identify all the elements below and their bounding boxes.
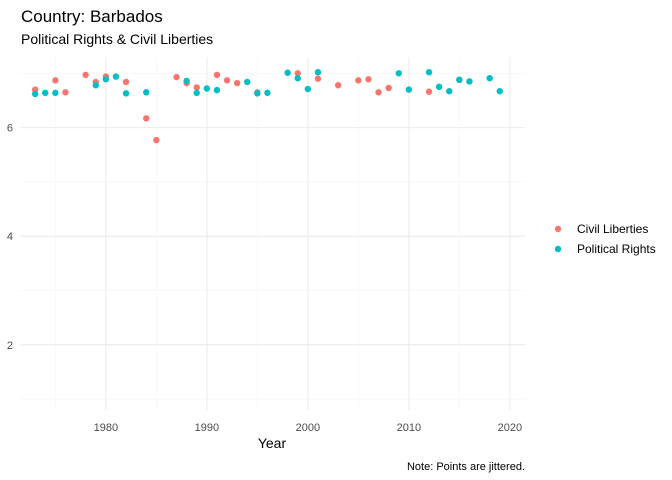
- civil-liberties-point: [62, 89, 69, 96]
- political-rights-point: [42, 89, 49, 97]
- political-rights-point: [294, 74, 301, 82]
- civil-liberties-point: [334, 82, 342, 89]
- civil-liberties-point: [143, 115, 150, 122]
- political-rights-point: [183, 77, 190, 85]
- civil-liberties-point: [233, 79, 241, 87]
- legend: Civil Liberties Political Rights: [554, 222, 656, 256]
- civil-liberties-point: [122, 78, 130, 86]
- grid: [20, 57, 525, 410]
- civil-liberties-point: [355, 77, 362, 84]
- political-rights-point: [395, 70, 402, 77]
- civil-liberties-point: [153, 136, 160, 144]
- civil-liberties-point: [223, 77, 231, 84]
- y-tick-label: 6: [7, 123, 13, 135]
- political-rights-point: [496, 88, 503, 95]
- chart-title: Country: Barbados: [21, 7, 163, 26]
- civil-liberties-point: [213, 71, 221, 79]
- civil-liberties-point: [193, 84, 200, 91]
- civil-liberties-point: [375, 89, 382, 96]
- civil-liberties-point: [365, 76, 372, 83]
- x-tick-label: 2010: [397, 422, 421, 434]
- x-tick-label: 2000: [296, 422, 320, 434]
- political-rights-point: [456, 76, 463, 84]
- political-rights-point: [112, 73, 120, 80]
- legend-label-political-rights: Political Rights: [577, 242, 656, 256]
- political-rights-point: [92, 82, 99, 89]
- civil-liberties-point: [52, 77, 59, 84]
- political-rights-point: [31, 90, 39, 98]
- chart-subtitle: Political Rights & Civil Liberties: [21, 31, 213, 47]
- y-axis-ticks: 2 4 6: [7, 123, 13, 352]
- political-rights-point: [143, 89, 150, 96]
- political-rights-point: [244, 78, 251, 86]
- y-tick-label: 2: [7, 340, 13, 352]
- civil-liberties-point: [385, 84, 392, 92]
- plot-panel: [20, 57, 525, 410]
- legend-key-civil-liberties: [554, 225, 562, 233]
- political-rights-point: [284, 69, 291, 76]
- x-tick-label: 1990: [195, 422, 219, 434]
- civil-liberties-point: [314, 75, 322, 82]
- political-rights-point: [314, 69, 322, 76]
- political-rights-point: [425, 69, 433, 76]
- x-axis-ticks: 1980 1990 2000 2010 2020: [94, 422, 522, 434]
- civil-liberties-point: [425, 88, 433, 95]
- y-tick-label: 4: [7, 231, 13, 243]
- x-tick-label: 1980: [94, 422, 118, 434]
- political-rights-point: [203, 85, 211, 92]
- political-rights-point: [446, 88, 453, 95]
- political-rights-point: [122, 90, 130, 97]
- civil-liberties-point: [173, 73, 180, 81]
- legend-key-political-rights: [554, 245, 562, 253]
- civil-liberties-point: [294, 70, 301, 77]
- political-rights-point: [405, 86, 413, 93]
- political-rights-point: [254, 90, 261, 97]
- legend-label-civil-liberties: Civil Liberties: [577, 222, 648, 236]
- political-rights-point: [52, 89, 59, 97]
- civil-liberties-point: [82, 71, 89, 79]
- political-rights-point: [213, 86, 221, 94]
- chart-caption: Note: Points are jittered.: [407, 461, 525, 473]
- political-rights-point: [193, 89, 200, 97]
- x-axis-title: Year: [258, 435, 287, 451]
- political-rights-point: [102, 76, 110, 83]
- x-tick-label: 2020: [498, 422, 522, 434]
- political-rights-point: [264, 89, 271, 97]
- political-rights-point: [486, 74, 493, 82]
- political-rights-point: [435, 83, 443, 91]
- data-points: [31, 69, 503, 144]
- political-rights-point: [304, 85, 312, 93]
- political-rights-point: [466, 78, 473, 85]
